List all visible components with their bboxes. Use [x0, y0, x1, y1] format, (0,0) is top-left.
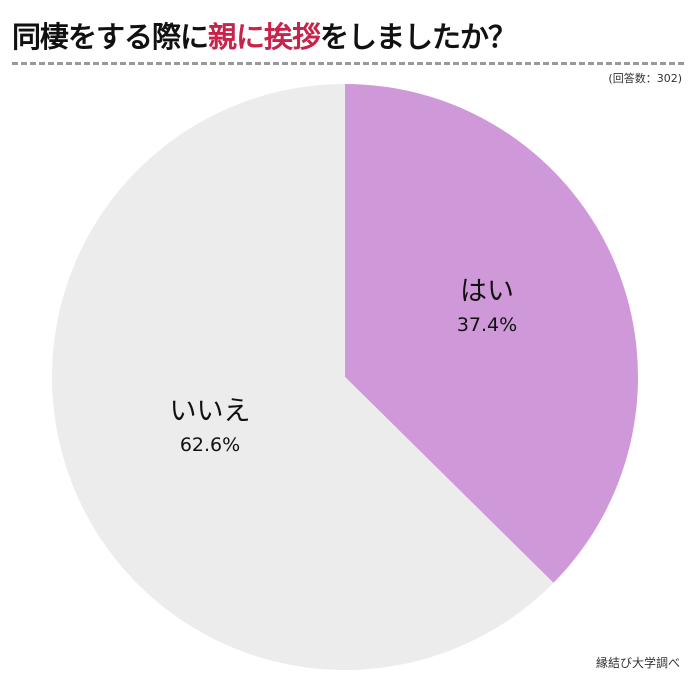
- source-credit: 縁結び大学調べ: [595, 656, 680, 670]
- title-highlight: 親に挨拶: [208, 20, 321, 54]
- slice-category-label: いいえ: [170, 396, 251, 427]
- pie-slice-no: [51, 84, 554, 671]
- dashed-divider: [12, 62, 684, 65]
- chart-title: 同棲をする際に親に挨拶をしましたか？: [12, 14, 517, 56]
- slice-percent-label: 37.4%: [457, 314, 517, 336]
- respondent-count: (回答数：302): [608, 72, 682, 85]
- slice-category-label: はい: [460, 276, 514, 307]
- title-part2: をしましたか？: [320, 20, 517, 54]
- pie-slice-yes: [345, 84, 638, 583]
- title-part1: 同棲をする際に: [12, 20, 209, 54]
- slice-percent-label: 62.6%: [180, 434, 240, 456]
